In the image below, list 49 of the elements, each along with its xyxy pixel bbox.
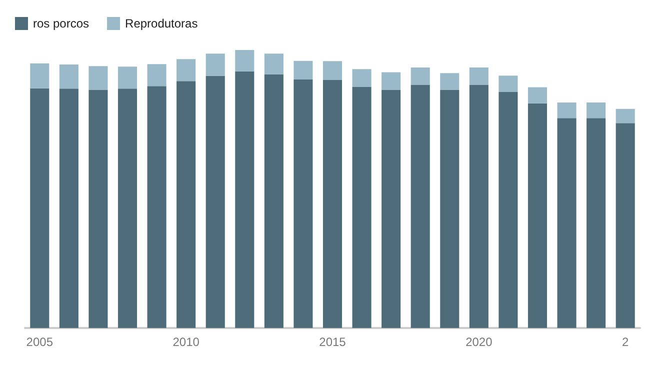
bar xyxy=(147,64,166,86)
bar xyxy=(206,54,225,76)
bar xyxy=(440,73,460,90)
bar xyxy=(352,86,372,328)
bar xyxy=(498,76,518,92)
bar xyxy=(557,118,576,328)
x-tick-label: 2 xyxy=(622,335,630,349)
bar xyxy=(498,92,518,328)
x-tick-label: 2010 xyxy=(172,335,200,349)
bar xyxy=(410,84,430,328)
bar xyxy=(118,88,138,328)
bar xyxy=(557,102,576,118)
bar xyxy=(264,54,284,74)
bar xyxy=(616,108,635,124)
bar xyxy=(616,123,635,328)
bar xyxy=(88,90,108,328)
bar xyxy=(352,69,372,87)
bar xyxy=(59,64,78,89)
bar xyxy=(30,63,50,88)
bar xyxy=(382,72,401,90)
bar xyxy=(206,76,225,328)
bar xyxy=(88,66,108,90)
bar xyxy=(586,102,606,118)
bar xyxy=(118,66,138,89)
x-tick-label: 2015 xyxy=(319,335,346,349)
legend-label: Reprodutoras xyxy=(125,16,198,30)
bar xyxy=(30,88,50,328)
bar xyxy=(322,80,342,328)
bar xyxy=(469,84,488,328)
bar xyxy=(235,50,254,72)
legend-label: ros porcos xyxy=(33,16,90,30)
bar xyxy=(440,90,460,328)
x-tick-label: 2020 xyxy=(466,335,493,349)
bar xyxy=(294,79,313,328)
bar xyxy=(528,103,548,328)
bar xyxy=(147,86,166,328)
bar xyxy=(235,71,254,328)
bar xyxy=(322,61,342,80)
bar xyxy=(176,59,196,82)
bar xyxy=(59,88,78,328)
bar xyxy=(294,60,313,80)
bar xyxy=(410,68,430,85)
bar xyxy=(176,81,196,328)
bar xyxy=(586,118,606,328)
x-tick-label: 2005 xyxy=(26,335,54,349)
bar xyxy=(264,74,284,328)
bar xyxy=(382,90,401,328)
bar xyxy=(469,68,488,85)
bar xyxy=(528,87,548,104)
